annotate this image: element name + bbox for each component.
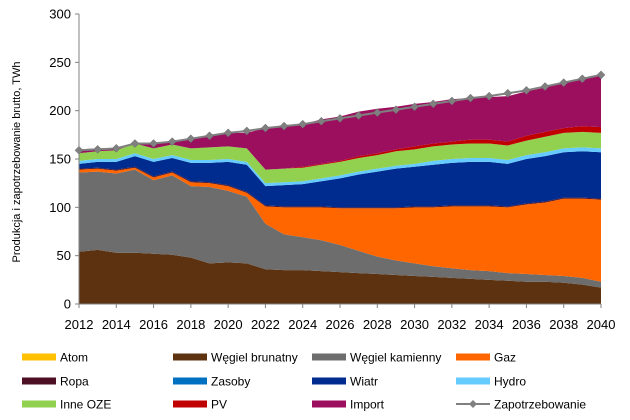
legend-marker-zapotrzebowanie [469,400,477,408]
area-pv [79,126,601,170]
x-tick-label: 2030 [400,317,429,332]
x-tick-label: 2040 [587,317,616,332]
x-tick-label: 2020 [214,317,243,332]
area-inne-oze [79,131,601,184]
demand-point [317,116,326,126]
legend-swatch-wegiel-brunatny [173,353,207,361]
demand-point [428,99,438,109]
x-tick-label: 2024 [288,317,317,332]
y-tick-label: 100 [49,200,71,215]
demand-point [167,137,177,146]
demand-point [484,91,494,101]
stacked-areas [79,75,601,304]
demand-point [298,119,308,129]
demand-point [279,121,289,131]
x-tick-label: 2034 [475,317,504,332]
x-tick-label: 2012 [65,317,94,332]
legend-swatch-hydro [456,377,490,385]
demand-point [466,93,475,103]
demand-point [410,102,419,112]
x-tick-label: 2022 [251,317,280,332]
area-gaz [79,167,601,282]
demand-point [186,134,196,144]
x-tick-label: 2036 [512,317,541,332]
y-tick-label: 250 [49,55,71,70]
x-tick-label: 2028 [363,317,392,332]
demand-point [149,139,158,148]
y-tick-label: 300 [49,7,71,22]
demand-point [503,88,513,98]
legend-label-hydro: Hydro [494,375,526,389]
legend-label-zasoby: Zasoby [211,375,250,389]
area-wegiel-kamienny [79,169,601,288]
legend-label-import: Import [350,398,385,412]
legend-label-gaz: Gaz [494,351,516,365]
legend-label-atom: Atom [60,351,88,365]
y-tick-label: 50 [57,248,71,263]
legend: Atom Węgiel brunatny Węgiel kamienny Gaz Rop… [22,351,586,412]
legend-swatch-atom [22,353,56,361]
y-axis-label: Produkcja i zapotrzebowanie brutto, TWh [11,62,23,263]
y-tick-label: 0 [64,297,71,312]
demand-point [111,144,121,153]
demand-point [391,105,401,115]
x-tick-label: 2014 [102,317,131,332]
legend-label-wegiel-brunatny: Węgiel brunatny [211,351,298,365]
demand-point [540,82,550,91]
demand-point [261,123,270,133]
legend-label-zapotrzebowanie: Zapotrzebowanie [494,398,586,412]
legend-label-inne-oze: Inne OZE [60,398,111,412]
legend-swatch-wiatr [312,377,346,385]
demand-point [205,131,214,141]
demand-point [559,78,569,87]
demand-point [522,86,531,95]
legend-swatch-ropa [22,377,56,385]
x-tick-label: 2016 [139,317,168,332]
legend-label-ropa: Ropa [60,375,89,389]
area-wiatr [79,151,601,208]
x-tick-labels: 2012 2014 2016 2018 2020 2022 2024 2026 2028 2030… [65,317,616,332]
area-wegiel-brunatny [79,249,601,304]
demand-point [578,74,587,84]
y-tick-label: 150 [49,152,71,167]
demand-point [372,108,382,117]
demand-point [447,96,457,106]
legend-swatch-wegiel-kamienny [312,353,346,361]
demand-point [242,126,252,136]
y-tick-labels: 0 50 100 150 200 250 300 [49,7,71,312]
x-tick-label: 2018 [176,317,205,332]
x-tick-label: 2038 [549,317,578,332]
demand-point [93,144,102,154]
demand-point [335,114,345,123]
legend-swatch-pv [173,400,207,408]
legend-label-wiatr: Wiatr [350,375,378,389]
legend-swatch-gaz [456,353,490,361]
demand-point [223,128,233,138]
x-tick-label: 2026 [326,317,355,332]
legend-swatch-import [312,400,346,408]
legend-label-pv: PV [211,398,227,412]
demand-point [596,70,606,80]
axes [75,13,602,308]
demand-line-series [74,70,606,155]
legend-swatch-inne-oze [22,400,56,408]
y-tick-label: 200 [49,103,71,118]
demand-point [354,111,363,120]
legend-swatch-zasoby [173,377,207,385]
demand-point [130,139,140,148]
x-tick-label: 2032 [437,317,466,332]
legend-label-wegiel-kamienny: Węgiel kamienny [350,351,441,365]
